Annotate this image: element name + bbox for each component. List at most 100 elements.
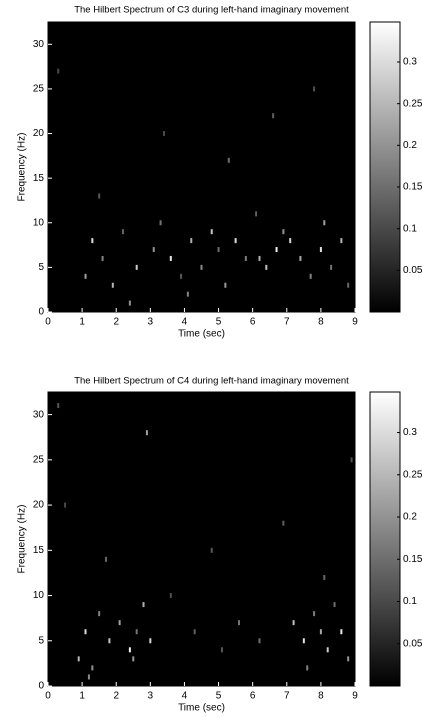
spectrum-point [77, 656, 80, 662]
y-tick-label: 10 [33, 590, 45, 601]
spectrum-point [118, 620, 121, 626]
y-tick-label: 20 [33, 128, 45, 139]
y-tick-label: 5 [38, 635, 44, 646]
spectrum-point [169, 593, 172, 599]
spectrum-point [91, 238, 94, 244]
x-tick-label: 3 [148, 691, 154, 702]
y-tick-label: 0 [38, 307, 44, 318]
spectrum-point [210, 229, 213, 235]
x-tick-label: 9 [352, 317, 358, 328]
colorbar-tick-label: 0.05 [403, 265, 422, 276]
colorbar-tick-label: 0.1 [403, 596, 417, 607]
spectrum-point [122, 229, 125, 235]
spectrum-point [234, 238, 237, 244]
spectrum-point [193, 629, 196, 635]
colorbar-tick-label: 0.3 [403, 57, 417, 68]
spectrum-point [323, 574, 326, 580]
spectrum-point [265, 264, 268, 270]
x-tick-label: 1 [79, 317, 85, 328]
colorbar-tick-label: 0.25 [403, 98, 422, 109]
spectrum-point [57, 68, 60, 74]
x-axis-label: Time (sec) [178, 703, 225, 714]
spectrum-point [347, 282, 350, 288]
x-tick-label: 2 [113, 691, 119, 702]
spectrum-point [289, 238, 292, 244]
spectrum-point [313, 611, 316, 617]
x-tick-label: 1 [79, 691, 85, 702]
spectrum-point [244, 255, 247, 261]
spectrum-point [258, 638, 261, 644]
colorbar-tick-label: 0.15 [403, 182, 422, 193]
spectrum-point [149, 638, 152, 644]
spectrum-point [159, 220, 162, 226]
spectrum-point [326, 647, 329, 653]
spectrum-point [84, 629, 87, 635]
y-tick-label: 10 [33, 217, 45, 228]
spectrum-point [220, 647, 223, 653]
x-tick-label: 9 [352, 691, 358, 702]
x-tick-label: 4 [182, 317, 188, 328]
y-tick-label: 0 [38, 681, 44, 692]
y-axis-label: Frequency (Hz) [17, 505, 28, 574]
y-tick-label: 25 [33, 84, 45, 95]
spectrum-point [347, 656, 350, 662]
spectrum-point [350, 457, 353, 463]
x-tick-label: 4 [182, 691, 188, 702]
chart-title: The Hilbert Spectrum of C4 during left-h… [74, 376, 349, 387]
y-tick-label: 15 [33, 545, 45, 556]
spectrum-point [111, 282, 114, 288]
spectrum-point [330, 264, 333, 270]
spectrum-point [282, 229, 285, 235]
spectrum-point [272, 113, 275, 119]
spectrum-point [210, 547, 213, 553]
spectrum-point [323, 220, 326, 226]
plot-area [48, 22, 355, 312]
y-tick-label: 25 [33, 454, 45, 465]
x-axis-label: Time (sec) [178, 329, 225, 340]
spectrum-point [302, 638, 305, 644]
spectrum-point [319, 629, 322, 635]
y-tick-label: 5 [38, 262, 44, 273]
spectrum-point [309, 273, 312, 279]
colorbar-tick-label: 0.3 [403, 427, 417, 438]
spectrum-point [299, 255, 302, 261]
axes-frame [47, 21, 356, 313]
spectrum-point [292, 620, 295, 626]
spectrum-point [128, 300, 131, 306]
x-tick-label: 0 [45, 691, 51, 702]
spectrum-point [98, 193, 101, 199]
spectrum-point [340, 629, 343, 635]
spectrum-point [333, 602, 336, 608]
spectrum-point [128, 647, 131, 653]
spectrum-point [135, 629, 138, 635]
spectrum-point [98, 611, 101, 617]
spectrum-point [135, 264, 138, 270]
spectrum-point [313, 86, 316, 92]
spectrum-point [306, 665, 309, 671]
chart-title: The Hilbert Spectrum of C3 during left-h… [74, 5, 349, 16]
spectrum-point [275, 247, 278, 253]
x-tick-label: 7 [284, 317, 290, 328]
spectrum-point [162, 131, 165, 137]
x-tick-label: 5 [216, 317, 222, 328]
spectrum-point [319, 247, 322, 253]
x-tick-label: 5 [216, 691, 222, 702]
y-tick-label: 15 [33, 173, 45, 184]
spectrum-point [255, 211, 258, 217]
x-tick-label: 0 [45, 317, 51, 328]
plot-area [48, 392, 355, 686]
y-axis-label: Frequency (Hz) [17, 133, 28, 202]
spectrum-point [224, 282, 227, 288]
spectrum-point [104, 556, 107, 562]
spectrum-point [258, 255, 261, 261]
spectrum-point [282, 520, 285, 526]
y-tick-label: 20 [33, 500, 45, 511]
spectrum-point [101, 255, 104, 261]
spectrum-point [200, 264, 203, 270]
spectrum-point [227, 157, 230, 163]
x-tick-label: 2 [113, 317, 119, 328]
spectrum-point [91, 665, 94, 671]
spectrum-point [64, 502, 67, 508]
y-tick-label: 30 [33, 39, 45, 50]
